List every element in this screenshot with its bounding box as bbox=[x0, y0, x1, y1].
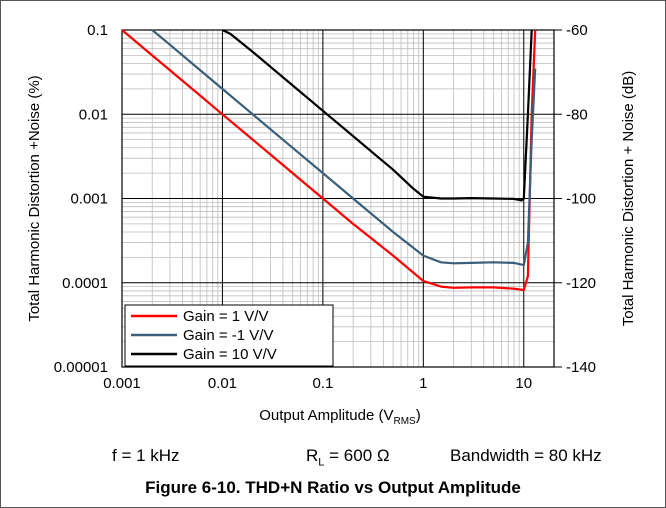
condition-frequency: f = 1 kHz bbox=[112, 446, 180, 465]
y-right-tick-label: -60 bbox=[566, 22, 588, 39]
condition-load-suffix: = 600 Ω bbox=[324, 446, 390, 465]
thd-n-chart: 0.001 0.01 0.1 1 10 0.1 0.01 0.001 0.0001 0.00001… bbox=[26, 22, 637, 427]
condition-load-sub: L bbox=[318, 456, 325, 469]
legend-label: Gain = -1 V/V bbox=[183, 327, 273, 344]
x-tick-label: 0.1 bbox=[312, 375, 333, 392]
figure-caption: Figure 6-10. THD+N Ratio vs Output Ampli… bbox=[145, 478, 521, 497]
y-right-tick-label: -100 bbox=[566, 191, 596, 208]
y-right-tick-label: -120 bbox=[566, 275, 596, 292]
series-line bbox=[121, 29, 537, 292]
series-line bbox=[221, 29, 533, 202]
x-tick-label: 10 bbox=[515, 375, 532, 392]
x-tick-label: 0.001 bbox=[103, 375, 141, 392]
x-tick-label: 1 bbox=[419, 375, 427, 392]
y-axis-label-right: Total Harmonic Distortion + Noise (dB) bbox=[620, 71, 637, 327]
y-tick-label: 0.00001 bbox=[54, 359, 108, 376]
y-tick-label: 0.1 bbox=[87, 22, 108, 39]
legend-label: Gain = 10 V/V bbox=[183, 346, 277, 363]
y-tick-label: 0.0001 bbox=[62, 275, 108, 292]
condition-load-prefix: R bbox=[306, 446, 319, 465]
y-tick-label: 0.01 bbox=[79, 106, 108, 123]
legend-label: Gain = 1 V/V bbox=[183, 308, 268, 325]
y-tick-label: 0.001 bbox=[70, 191, 108, 208]
condition-load: RL = 600 Ω bbox=[306, 446, 390, 468]
y-right-tick-label: -80 bbox=[566, 106, 588, 123]
x-tick-label: 0.01 bbox=[208, 375, 237, 392]
x-axis-label: Output Amplitude (VRMS) bbox=[259, 407, 420, 427]
series-line bbox=[151, 29, 537, 267]
condition-bandwidth: Bandwidth = 80 kHz bbox=[450, 446, 602, 465]
y-axis-label: Total Harmonic Distortion +Noise (%) bbox=[26, 75, 43, 321]
y-right-tick-label: -140 bbox=[566, 359, 596, 376]
